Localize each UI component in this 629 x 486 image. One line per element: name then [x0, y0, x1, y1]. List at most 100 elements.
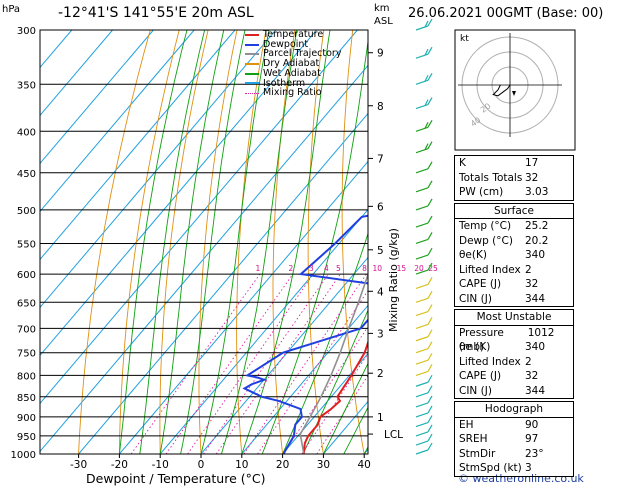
hodograph-frame	[454, 29, 576, 151]
isotherm-line	[78, 112, 368, 454]
wind-barb-flag	[427, 18, 433, 27]
dry-adiabat-line	[407, 30, 446, 454]
plot-frame	[39, 29, 369, 455]
lcl-label: LCL	[384, 429, 403, 441]
wind-barb-shaft	[415, 449, 429, 455]
pressure-tick-label: 600	[17, 270, 36, 281]
pressure-tick-label: 750	[17, 349, 36, 360]
stat-value: 25.2	[525, 220, 549, 232]
km-tick-label: 1	[377, 412, 384, 424]
stat-row: CAPE (J) 32	[455, 369, 573, 384]
wind-barb-flag	[427, 46, 433, 55]
stat-value: 1012	[527, 326, 555, 339]
dry-adiabat-line	[159, 30, 209, 454]
wind-barb-shaft	[415, 297, 429, 303]
stat-row: Temp (°C) 25.2	[455, 219, 573, 234]
legend-label: Temperature	[263, 29, 324, 40]
legend: Temperature Dewpoint Parcel Trajectory Dry …	[245, 30, 341, 98]
wind-barb-flag	[427, 97, 433, 105]
wind-barb-flag	[427, 352, 433, 361]
stat-value: 3.03	[525, 186, 549, 198]
wind-barb-flag	[427, 442, 433, 451]
stat-value: 2	[525, 355, 532, 368]
wind-barb-flag	[427, 374, 433, 383]
wind-barb-shaft	[415, 336, 429, 342]
mixing-ratio-line	[257, 289, 368, 454]
stat-row: θe(K) 340	[455, 248, 573, 263]
stat-value: 17	[525, 157, 539, 169]
isotherm-line	[40, 30, 113, 117]
wind-barb-flag	[424, 99, 429, 106]
stats-top-box: K 17 Totals Totals 32 PW (cm) 3.03	[454, 155, 574, 201]
wind-barb-flag	[427, 262, 433, 271]
stat-label: θe (K)	[459, 341, 491, 353]
isotherm-line	[40, 30, 277, 309]
isotherm-line	[40, 30, 358, 405]
mixing-ratio-line	[316, 374, 368, 454]
km-tick-label: 5	[377, 245, 384, 257]
stat-label: Pressure (mb)	[459, 326, 504, 354]
dry-adiabat-line	[613, 30, 629, 454]
wind-barb-shaft	[415, 323, 429, 329]
pressure-tick-label: 550	[17, 239, 36, 250]
hodograph-unit: kt	[460, 34, 469, 44]
stat-row: CIN (J) 344	[455, 292, 573, 307]
stat-row: SREH 97	[455, 432, 573, 447]
isotherm-line	[119, 160, 368, 454]
stat-section-title: Most Unstable	[455, 310, 573, 326]
stat-label: SREH	[459, 433, 488, 445]
mixing-ratio-label: 3	[309, 264, 314, 273]
km-tick-label: 7	[377, 153, 384, 165]
wind-barb-shaft	[415, 53, 429, 59]
wind-barb-flag	[427, 395, 433, 404]
wind-barb-shaft	[415, 79, 429, 85]
wind-barb-shaft	[415, 431, 429, 437]
wind-barb-flag	[427, 405, 433, 414]
stat-label: CIN (J)	[459, 384, 492, 397]
mixing-ratio-line	[301, 352, 368, 454]
temperature-tick-label: -20	[111, 459, 128, 471]
mixing-ratio-label: 20	[414, 264, 424, 273]
stat-label: θe(K)	[459, 249, 487, 261]
storm-motion-marker	[512, 91, 516, 96]
isotherm-line	[40, 30, 154, 165]
legend-swatch	[245, 43, 259, 46]
wind-barb-shaft	[415, 205, 429, 211]
stat-label: EH	[459, 418, 474, 431]
temperature-tick-label: 10	[235, 459, 248, 471]
wet-adiabat-line	[343, 406, 368, 454]
legend-label: Dewpoint	[263, 38, 309, 50]
wind-barb-flag	[427, 277, 433, 285]
km-tick-label: 4	[377, 286, 384, 298]
isotherm-line	[40, 30, 195, 213]
stat-row: θe (K) 340	[455, 340, 573, 355]
stat-value: 32	[525, 370, 539, 382]
x-axis-label: Dewpoint / Temperature (°C)	[86, 471, 266, 486]
stat-value: 340	[525, 249, 546, 261]
stat-row: Pressure (mb) 1012	[455, 326, 573, 354]
dry-adiabat-line	[118, 30, 180, 454]
temperature-tick-label: 30	[317, 459, 330, 471]
temperature-tick-label: 20	[276, 459, 289, 471]
wind-barb-shaft	[415, 311, 429, 317]
legend-label: Mixing Ratio	[263, 87, 322, 99]
stat-label: Lifted Index	[459, 263, 521, 276]
plot-series	[242, 214, 368, 454]
mixing-ratio-line	[215, 273, 341, 454]
km-tick-label: 2	[377, 368, 384, 380]
stat-value: 344	[525, 292, 546, 305]
hpa-label: hPa	[2, 4, 21, 15]
pressure-tick-label: 800	[17, 371, 36, 382]
pressure-tick-label: 650	[17, 298, 36, 309]
stat-row: Lifted Index 2	[455, 355, 573, 370]
wind-barb-flag	[427, 180, 433, 189]
wind-barb-flag	[427, 290, 433, 299]
stat-label: Dewp (°C)	[459, 234, 513, 247]
wind-barb-flag	[427, 329, 433, 338]
legend-item: Isotherm	[245, 78, 341, 89]
stat-value: 2	[525, 263, 532, 276]
wind-barb-shaft	[415, 238, 429, 245]
wind-barb-shaft	[415, 381, 429, 387]
legend-swatch	[245, 62, 259, 65]
